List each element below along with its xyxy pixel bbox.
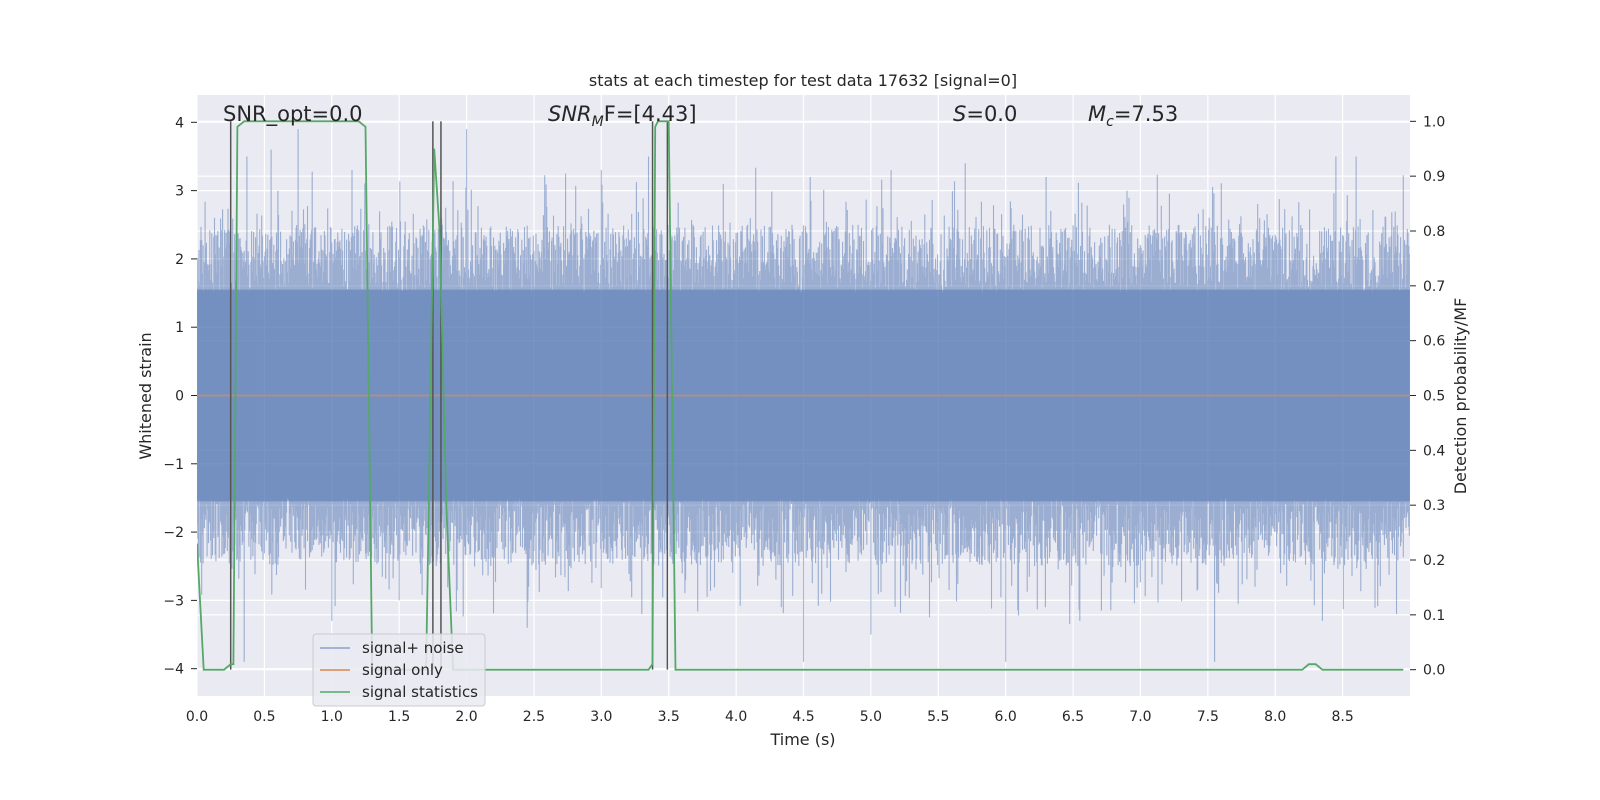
legend-label-signal-only: signal only	[362, 661, 443, 679]
s-value: =0.0	[966, 102, 1017, 126]
y-tick-labels: 4 3 2 1 0 −1 −2 −3 −4	[163, 115, 184, 677]
y-axis-label: Whitened strain	[136, 332, 155, 459]
y-right-axis-label: Detection probability/MF	[1451, 298, 1470, 495]
mc-value: =7.53	[1114, 102, 1178, 126]
legend-label-signal-noise: signal+ noise	[362, 639, 464, 657]
y-tick-label: −2	[163, 525, 184, 541]
y-right-tick-label: 0.7	[1423, 279, 1445, 295]
x-tick-label: 4.5	[792, 709, 814, 725]
x-tick-label: 2.0	[455, 709, 477, 725]
noise-trace	[197, 129, 1410, 662]
annotation-mc: Mc=7.53	[1088, 102, 1178, 130]
x-tick-label: 7.5	[1197, 709, 1219, 725]
y-tick-label: −1	[163, 457, 184, 473]
x-tick-label: 1.5	[388, 709, 410, 725]
y-right-tick-label: 0.1	[1423, 608, 1445, 624]
y-tick-label: 2	[175, 252, 184, 268]
y-right-tick-label: 0.0	[1423, 663, 1445, 679]
snr-mf-value: F=[4.43]	[604, 102, 697, 126]
x-tick-label: 6.5	[1062, 709, 1084, 725]
x-tick-label: 2.5	[523, 709, 545, 725]
y-right-tick-label: 0.6	[1423, 334, 1445, 350]
x-tick-label: 4.0	[725, 709, 747, 725]
y-right-tick-label: 0.4	[1423, 443, 1445, 459]
vertical-markers	[229, 121, 669, 670]
y-right-tick-label: 1.0	[1423, 114, 1445, 130]
legend-label-signal-statistics: signal statistics	[362, 683, 478, 701]
chart-title: stats at each timestep for test data 176…	[589, 71, 1017, 90]
x-axis-label: Time (s)	[769, 730, 835, 749]
x-tick-label: 5.5	[927, 709, 949, 725]
x-tick-labels: 0.0 0.5 1.0 1.5 2.0 2.5 3.0 3.5 4.0 4.5 5.0 5.5 6.0 6…	[186, 709, 1354, 725]
x-tick-label: 5.0	[860, 709, 882, 725]
y-tick-label: 1	[175, 320, 184, 336]
annotation-snr-opt: SNR_opt=0.0	[223, 102, 363, 127]
x-tick-label: 8.0	[1264, 709, 1286, 725]
x-tick-label: 6.0	[995, 709, 1017, 725]
snr-mf-symbol: SNR	[548, 102, 592, 126]
signal-statistics-line	[197, 120, 1404, 671]
y-right-tick-label: 0.5	[1423, 389, 1445, 405]
y-right-tick-label: 0.8	[1423, 224, 1445, 240]
y-tick-label: 4	[175, 115, 184, 131]
x-tick-label: 0.0	[186, 709, 208, 725]
s-symbol: S	[953, 102, 966, 126]
annotation-snr-mf: SNRMF=[4.43]	[548, 102, 697, 130]
legend-box	[312, 633, 486, 707]
y-tick-label: 3	[175, 184, 184, 200]
x-tick-label: 1.0	[321, 709, 343, 725]
y-tick-label: −4	[163, 662, 184, 678]
mc-subscript: c	[1106, 114, 1114, 130]
y-tick-label: 0	[175, 389, 184, 405]
x-tick-label: 3.5	[658, 709, 680, 725]
mc-symbol: M	[1088, 102, 1106, 126]
annotation-s: S=0.0	[953, 102, 1017, 126]
y-right-tick-labels: 1.0 0.9 0.8 0.7 0.6 0.5 0.4 0.3 0.2 0.1 0.0	[1423, 114, 1445, 678]
x-tick-label: 3.0	[590, 709, 612, 725]
legend: signal+ noise signal only signal statist…	[312, 633, 486, 707]
x-tick-label: 8.5	[1331, 709, 1353, 725]
y-tick-label: −3	[163, 593, 184, 609]
y-right-tick-label: 0.2	[1423, 553, 1445, 569]
x-tick-label: 0.5	[253, 709, 275, 725]
x-tick-label: 7.0	[1129, 709, 1151, 725]
snr-mf-subscript: M	[592, 114, 604, 130]
y-right-tick-label: 0.9	[1423, 169, 1445, 185]
y-right-tick-label: 0.3	[1423, 498, 1445, 514]
